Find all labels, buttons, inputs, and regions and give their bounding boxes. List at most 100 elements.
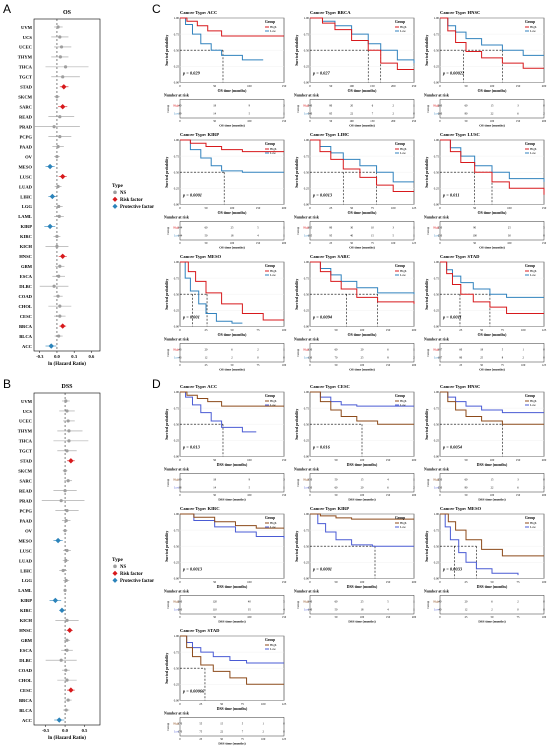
forest-dss-point: [66, 479, 70, 483]
km-os-8-xtick-label: 125: [542, 328, 547, 332]
km-os-7-risk-row-label: High: [303, 348, 309, 351]
km-os-0-ylabel: Survival probability: [165, 35, 169, 66]
km-dss-0-legend-title: Group: [265, 394, 275, 398]
forest-os-row-label: DLBC: [19, 284, 32, 289]
km-dss-4-risk-xtick: 200: [412, 616, 417, 619]
forest-os-row-label: SARC: [19, 105, 32, 110]
km-os-6-pvalue: p = 0.001: [182, 315, 200, 320]
forest-dss-row-label: UVM: [21, 399, 33, 404]
km-os-2-risk-xtick: 100: [490, 120, 495, 123]
km-os-8-risk-row-label: Low: [434, 357, 439, 360]
km-os-7-ytick-label: 0.25: [304, 309, 310, 313]
km-dss-3-risk-value: 110: [213, 609, 218, 612]
forest-os-row-label: BLCA: [19, 334, 32, 339]
km-os-0-curve-high: [180, 17, 284, 37]
km-dss-4-legend-label: Low: [400, 525, 407, 529]
km-dss-2-risk-row-label: High: [433, 478, 439, 481]
km-dss-2-risk-value: 6: [517, 487, 519, 490]
km-os-5-ytick-label: 0.00: [434, 203, 440, 207]
km-dss-1-risk-row-label: High: [303, 478, 309, 481]
km-os-4-risk-xtick: 50: [350, 242, 353, 245]
km-dss-6-ytick-label: 0.75: [174, 650, 180, 654]
km-dss-5-curve-low: [440, 513, 519, 576]
forest-dss-row-label: BLCA: [19, 708, 32, 713]
km-os-0-legend-title: Group: [265, 20, 275, 24]
forest-dss-legend-label: NS: [120, 565, 126, 570]
km-dss-1-xtick-label: 50: [335, 458, 339, 462]
km-os-6-risk-value: 2: [257, 348, 259, 351]
km-dss-5-ytick-label: 0.50: [434, 544, 440, 548]
km-os-3-risk-xtick: 0: [179, 242, 181, 245]
forest-os-row-label: ACC: [22, 344, 32, 349]
forest-dss-row-label: PRAD: [19, 498, 32, 503]
km-os-7-xtick-label: 0: [309, 328, 311, 332]
km-dss-4-legend-title: Group: [395, 516, 405, 520]
km-os-7-risk-value: 60: [335, 348, 338, 351]
forest-dss-frame: [33, 392, 101, 726]
km-os-2-legend-title: Group: [525, 20, 535, 24]
km-os-1-ylabel: Survival probability: [295, 35, 299, 66]
km-os-8-curve-high: [440, 261, 544, 315]
km-os-2-risk-title: Number at risk: [424, 93, 450, 97]
km-os-6-title: Cancer Type: MESO: [180, 254, 222, 259]
km-dss-4-curve-high: [310, 513, 414, 520]
km-os-4-ytick-label: 0.00: [304, 203, 310, 207]
km-os-8-risk-value: 2: [522, 357, 524, 360]
km-os-6-xtick-label: 50: [231, 328, 235, 332]
km-os-1-risk-frame: [309, 99, 415, 119]
km-dss-6-risk-value: 5: [242, 722, 244, 725]
km-dss-2-ytick-label: 0.75: [434, 406, 440, 410]
km-dss-1-ylabel: Survival probability: [295, 409, 299, 440]
km-dss-2-ytick-label: 0.00: [434, 455, 440, 459]
km-dss-4-risk-group-label: Group: [296, 600, 300, 608]
km-dss-0-risk-xtick: 100: [247, 494, 252, 497]
km-os-6-xlabel: OS time (months): [218, 333, 247, 337]
km-os-4-legend-title: Group: [395, 142, 405, 146]
km-os-7-xtick-label: 100: [360, 328, 365, 332]
km-dss-2-risk-value: 250: [438, 478, 443, 481]
km-os-4-ytick-label: 0.75: [304, 154, 310, 158]
forest-dss-point: [64, 558, 68, 563]
forest-os-row-label: READ: [19, 115, 33, 120]
km-os-8-ytick-label: 0.25: [434, 309, 440, 313]
km-os-3-risk-xtick: 200: [282, 242, 287, 245]
km-os-5-ylabel: Survival probability: [425, 157, 429, 188]
km-os-8-risk-value: 5: [502, 348, 504, 351]
km-os-6-risk-xtick: 75: [257, 364, 260, 367]
forest-dss-row-label: SKCM: [18, 469, 32, 474]
km-os-3-risk-value: 5: [257, 226, 259, 229]
forest-os-row-label: KIRC: [20, 234, 32, 239]
km-os-5-ytick-label: 0.75: [434, 154, 440, 158]
km-os-5-title: Cancer Type: LUSC: [440, 132, 480, 137]
km-os-3-legend-title: Group: [265, 142, 275, 146]
km-dss-4-ytick-label: 0.50: [304, 544, 310, 548]
forest-os-row-label: SKCM: [18, 95, 32, 100]
km-dss-3-curve-high: [180, 513, 284, 529]
km-os-2-risk-frame: [439, 99, 545, 119]
forest-dss-row-label: LUAD: [19, 558, 33, 563]
km-dss-4-ytick-label: 0.75: [304, 528, 310, 532]
km-dss-3-title: Cancer Type: KIRC: [180, 506, 220, 511]
forest-os-legend-swatch: [112, 196, 118, 202]
km-dss-5-risk-value: 0: [543, 600, 545, 603]
forest-dss-row-label: LIHC: [20, 568, 32, 573]
forest-dss-row-label: COAD: [18, 668, 32, 673]
km-os-3-xlabel: OS time (months): [218, 211, 247, 215]
km-os-2-risk-row-label: Low: [434, 113, 439, 116]
km-dss-5-risk-group-label: Group: [426, 600, 430, 608]
km-dss-4-risk-xtick: 0: [309, 616, 311, 619]
km-os-1-risk-title: Number at risk: [294, 93, 320, 97]
km-os-7-risk-value: 2: [413, 357, 415, 360]
forest-dss-xtick-label: 0.5: [82, 728, 88, 733]
km-dss-4-risk-value: 50: [335, 609, 338, 612]
km-os-7-ytick-label: 1.00: [304, 260, 310, 264]
forest-os-point: [58, 55, 63, 59]
km-dss-0-legend-label: High: [270, 399, 277, 403]
km-dss-6-risk-value: 22: [220, 731, 223, 734]
km-dss-1-legend-label: High: [400, 399, 407, 403]
km-os-4-curve-low: [310, 139, 414, 183]
km-os-2-risk-value: 22: [491, 113, 494, 116]
forest-os-row-label: STAD: [20, 85, 33, 90]
km-os-2-risk-value: 260: [438, 113, 443, 116]
km-os-2-risk-value: 260: [438, 104, 443, 107]
